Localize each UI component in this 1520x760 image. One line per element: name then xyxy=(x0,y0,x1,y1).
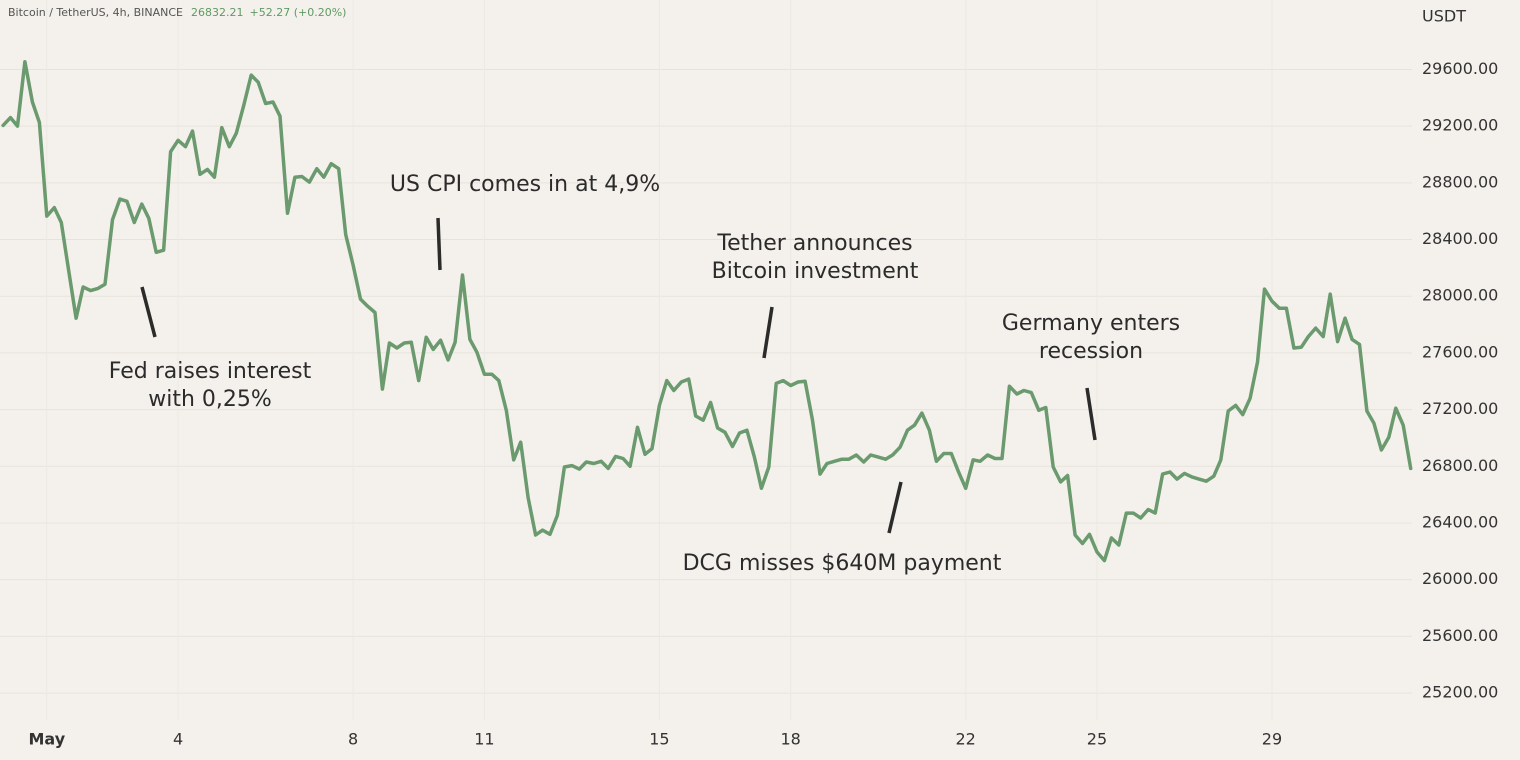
y-tick-label: 25200.00 xyxy=(1422,683,1498,702)
annotation: with 0,25% xyxy=(148,387,272,412)
x-tick-label: May xyxy=(28,730,65,749)
x-tick-label: 4 xyxy=(173,730,183,749)
leader-line xyxy=(140,286,157,338)
y-tick-label: 28400.00 xyxy=(1422,229,1498,248)
last-price: 26832.21 xyxy=(191,6,244,19)
leader-line xyxy=(1085,387,1097,441)
annotation: Fed raises interest xyxy=(109,359,312,384)
x-tick-label: 25 xyxy=(1087,730,1107,749)
y-tick-label: 29600.00 xyxy=(1422,59,1498,78)
annotation: Germany enters xyxy=(1002,311,1180,336)
price-line xyxy=(1,59,1413,563)
y-tick-label: 26000.00 xyxy=(1422,569,1498,588)
annotation: Tether announces xyxy=(716,231,912,256)
symbol: Bitcoin / TetherUS, 4h, BINANCE xyxy=(8,6,183,19)
x-tick-label: 8 xyxy=(348,730,358,749)
annotation: DCG misses $640M payment xyxy=(683,551,1002,576)
x-tick-label: 15 xyxy=(649,730,669,749)
y-tick-label: 26800.00 xyxy=(1422,456,1498,475)
price-change: +52.27 (+0.20%) xyxy=(250,6,347,19)
leader-line xyxy=(762,306,774,359)
axis-unit: USDT xyxy=(1422,7,1466,26)
y-tick-label: 26400.00 xyxy=(1422,512,1498,531)
leader-line xyxy=(887,481,903,534)
y-tick-label: 28000.00 xyxy=(1422,286,1498,305)
x-tick-label: 29 xyxy=(1262,730,1282,749)
leader-line xyxy=(436,217,442,271)
grid xyxy=(0,68,1412,694)
x-tick-label: 22 xyxy=(956,730,976,749)
y-tick-label: 27200.00 xyxy=(1422,399,1498,418)
x-tick-label: 18 xyxy=(780,730,800,749)
y-tick-label: 25600.00 xyxy=(1422,626,1498,645)
y-tick-label: 27600.00 xyxy=(1422,342,1498,361)
annotation: Bitcoin investment xyxy=(712,259,919,284)
leader-lines xyxy=(140,217,1097,534)
annotation: US CPI comes in at 4,9% xyxy=(390,172,660,197)
header: Bitcoin / TetherUS, 4h, BINANCE 26832.21 +… xyxy=(8,6,346,19)
y-tick-label: 29200.00 xyxy=(1422,116,1498,135)
y-tick-label: 28800.00 xyxy=(1422,172,1498,191)
x-tick-label: 11 xyxy=(474,730,494,749)
annotation: recession xyxy=(1039,339,1143,364)
